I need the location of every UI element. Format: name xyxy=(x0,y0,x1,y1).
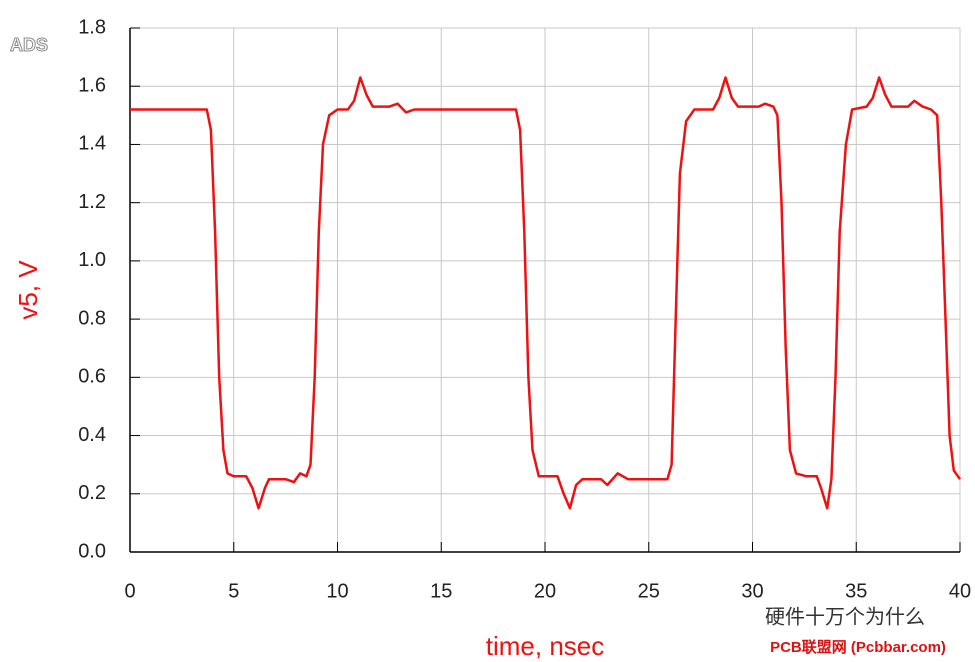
x-tick-label: 5 xyxy=(228,580,239,602)
signal-line xyxy=(130,76,962,510)
x-tick-label: 25 xyxy=(638,580,660,602)
y-tick-label: 0.4 xyxy=(78,424,106,446)
y-tick-label: 1.6 xyxy=(78,75,106,97)
x-tick-label: 15 xyxy=(430,580,452,602)
brand: ADS xyxy=(10,35,48,55)
x-tick-label: 0 xyxy=(124,580,135,602)
y-tick-label: 1.0 xyxy=(78,249,106,271)
x-tick-label: 20 xyxy=(534,580,556,602)
x-tick-label: 35 xyxy=(845,580,867,602)
y-tick-label: 0.2 xyxy=(78,482,106,504)
x-tick-label: 10 xyxy=(326,580,348,602)
x-tick-label: 30 xyxy=(741,580,763,602)
x-tick-label: 40 xyxy=(949,580,971,602)
watermark: 硬件十万个为什么 xyxy=(765,605,925,628)
y-tick-label: 0.8 xyxy=(78,307,106,329)
y-axis-label: v5, V xyxy=(13,260,43,320)
y-tick-label: 0.6 xyxy=(78,366,106,388)
x-axis-label: time, nsec xyxy=(486,631,605,661)
y-tick-label: 1.8 xyxy=(78,16,106,38)
y-tick-label: 1.2 xyxy=(78,191,106,213)
y-tick-label: 0.0 xyxy=(78,540,106,562)
watermark-site: PCB联盟网 (Pcbbar.com) xyxy=(770,639,946,656)
y-tick-label: 1.4 xyxy=(78,133,106,155)
